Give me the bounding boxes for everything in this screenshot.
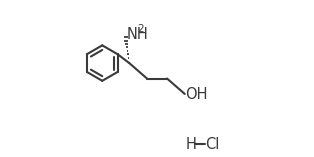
Text: H: H [186,137,196,152]
Text: NH: NH [126,27,148,42]
Text: OH: OH [186,87,208,102]
Text: Cl: Cl [206,137,220,152]
Text: 2: 2 [138,24,144,34]
